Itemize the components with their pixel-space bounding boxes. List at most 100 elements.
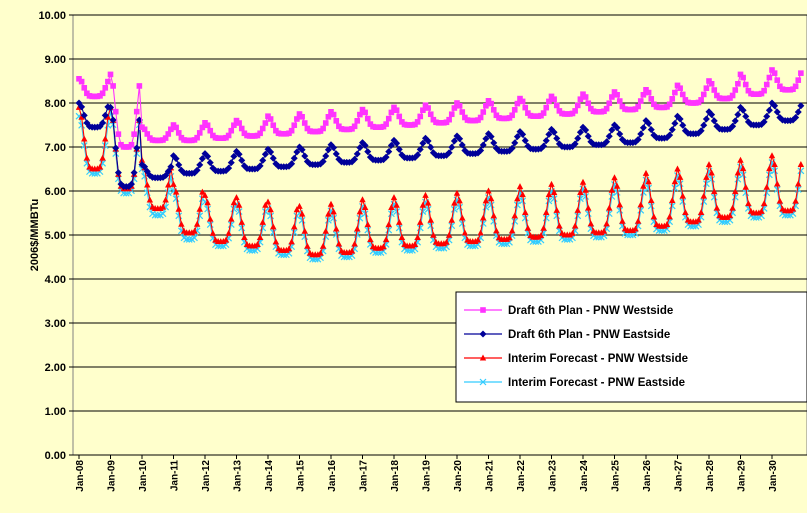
data-point xyxy=(551,96,557,103)
x-tick-label: Jan-15 xyxy=(296,460,307,492)
data-point xyxy=(96,163,104,170)
data-point xyxy=(427,222,435,230)
data-point xyxy=(414,119,421,125)
data-point xyxy=(175,205,182,212)
legend-swatch-marker xyxy=(479,378,487,386)
data-point xyxy=(241,233,248,240)
data-point xyxy=(574,212,582,220)
data-point xyxy=(385,221,392,228)
data-point xyxy=(634,217,642,224)
data-point xyxy=(304,242,311,249)
data-point xyxy=(668,126,676,134)
data-point xyxy=(724,213,731,220)
data-point xyxy=(650,213,658,220)
data-point xyxy=(448,222,456,230)
gridlines xyxy=(73,14,807,456)
data-point xyxy=(301,227,308,234)
data-point xyxy=(424,199,432,206)
data-point xyxy=(391,104,397,111)
data-point xyxy=(269,154,277,162)
data-point xyxy=(151,211,159,219)
data-point xyxy=(115,131,122,137)
x-tick-label: Jan-25 xyxy=(611,460,622,492)
data-point xyxy=(388,204,395,211)
data-point xyxy=(506,234,513,241)
data-point xyxy=(199,124,206,131)
data-point xyxy=(448,111,455,118)
data-point xyxy=(298,146,306,154)
data-point xyxy=(361,210,369,218)
data-point xyxy=(159,210,167,218)
data-point xyxy=(105,78,111,85)
y-tick-label: 6.00 xyxy=(45,186,66,198)
data-point xyxy=(357,111,363,118)
data-point xyxy=(99,90,106,97)
data-point xyxy=(458,141,466,149)
data-point xyxy=(395,145,403,153)
data-point xyxy=(513,133,521,141)
data-point xyxy=(419,208,427,215)
data-point xyxy=(112,108,119,115)
data-point xyxy=(616,130,624,138)
data-point xyxy=(710,193,718,201)
data-point xyxy=(493,227,500,234)
data-point xyxy=(474,236,482,243)
data-point xyxy=(679,198,687,205)
data-point xyxy=(207,127,214,134)
data-point xyxy=(424,137,432,145)
data-point xyxy=(459,214,466,221)
x-tick-label: Jan-29 xyxy=(737,460,748,492)
y-tick-label: 1.00 xyxy=(45,406,66,418)
data-point xyxy=(351,123,358,130)
data-point xyxy=(490,217,498,225)
data-point xyxy=(456,103,463,109)
data-point xyxy=(265,113,271,119)
data-point xyxy=(380,243,387,250)
data-point xyxy=(671,178,679,185)
data-point xyxy=(679,121,687,129)
data-point xyxy=(80,142,88,149)
data-point xyxy=(632,225,639,232)
x-tick-label: Jan-08 xyxy=(75,460,86,492)
data-point xyxy=(196,161,204,169)
data-point xyxy=(674,82,681,89)
data-point xyxy=(794,186,802,193)
data-point xyxy=(637,201,644,208)
data-point xyxy=(574,102,581,109)
data-point xyxy=(291,122,298,129)
data-point xyxy=(356,144,364,152)
data-point xyxy=(458,220,466,227)
data-point xyxy=(587,220,595,227)
data-point xyxy=(298,216,306,224)
data-point xyxy=(710,117,718,125)
data-point xyxy=(482,135,490,143)
data-point xyxy=(335,240,343,247)
data-point xyxy=(141,163,149,171)
data-point xyxy=(330,208,337,215)
data-point xyxy=(330,144,338,152)
data-point xyxy=(598,229,605,236)
data-point xyxy=(427,143,435,151)
data-point xyxy=(585,100,592,107)
data-point xyxy=(445,149,453,157)
y-tick-label: 5.00 xyxy=(45,230,66,242)
data-point xyxy=(508,144,516,152)
data-point xyxy=(487,201,495,209)
data-point xyxy=(519,98,526,105)
data-point xyxy=(196,205,203,212)
data-point xyxy=(351,155,359,163)
data-point xyxy=(761,87,767,94)
data-point xyxy=(616,98,623,104)
data-point xyxy=(584,210,592,218)
data-point xyxy=(146,196,154,203)
data-point xyxy=(745,200,752,207)
data-point xyxy=(422,191,429,198)
data-point xyxy=(395,224,403,232)
data-point xyxy=(102,85,109,91)
data-point xyxy=(261,150,269,158)
data-point xyxy=(461,229,469,236)
data-point xyxy=(270,122,277,129)
data-point xyxy=(446,116,452,123)
data-point xyxy=(792,113,800,121)
data-point xyxy=(485,187,492,194)
